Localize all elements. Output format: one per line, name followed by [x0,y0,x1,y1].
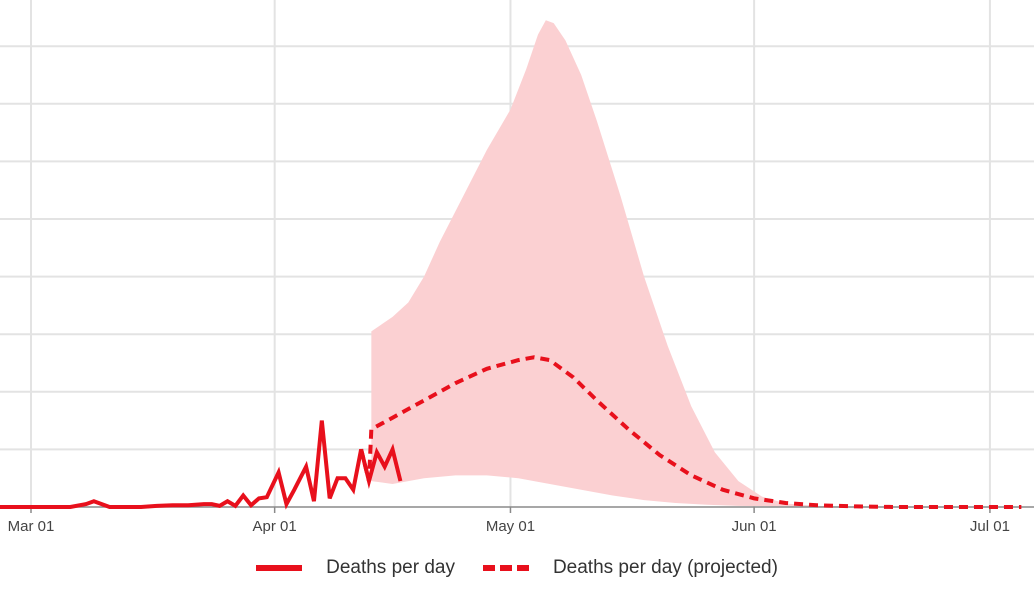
projected-deaths-line [359,355,1022,509]
solid-line-icon [256,565,303,571]
legend-label: Deaths per day [326,557,455,578]
legend-item-deaths[interactable]: Deaths per day [256,557,455,579]
dashed-line-icon [482,565,529,571]
projection-band [371,20,865,508]
deaths-line [0,420,403,510]
x-tick-label: Jul 01 [970,518,1010,535]
uncertainty-band [371,20,865,508]
legend-item-deaths-projected[interactable]: Deaths per day (projected) [482,557,778,579]
x-tick-label: May 01 [486,518,535,535]
x-tick-label: Mar 01 [8,518,55,535]
series-lines [0,355,1022,510]
legend: Deaths per day Deaths per day (projected… [0,552,1034,584]
x-tick-label: Apr 01 [253,518,297,535]
legend-label: Deaths per day (projected) [552,557,778,578]
x-tick-label: Jun 01 [732,518,777,535]
x-axis: Mar 01 Apr 01 May 01 Jun 01 Jul 01 [0,506,1034,535]
